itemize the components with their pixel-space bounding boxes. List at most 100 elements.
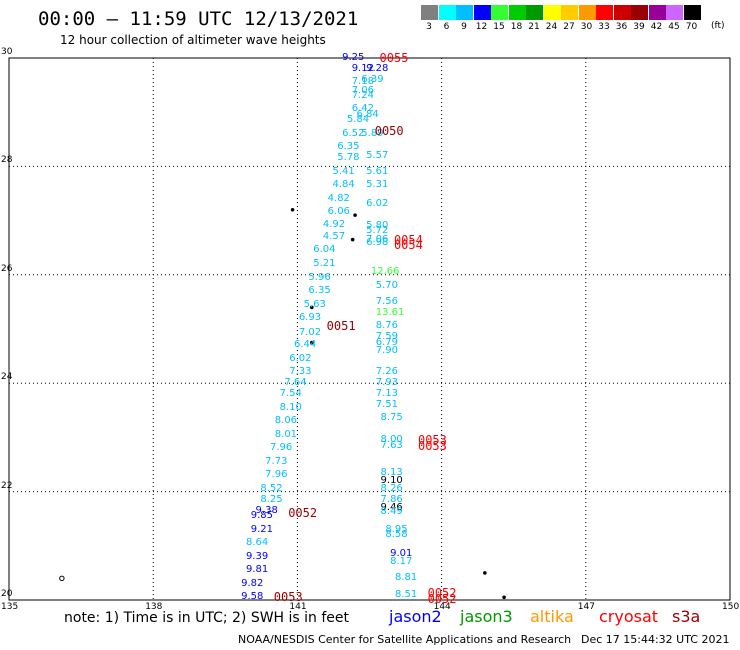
wave-height-label: 8.26	[380, 482, 403, 494]
wave-height-label: 5.80	[366, 220, 389, 232]
satellite-jason2: jason2	[389, 607, 442, 626]
island-marker	[350, 237, 355, 242]
wave-height-label: 7.24	[351, 89, 374, 101]
wave-height-label: 4.92	[322, 218, 346, 230]
wave-height-label: 6.84	[356, 108, 379, 120]
wave-height-label: 8.25	[260, 493, 283, 505]
map-frame	[8, 57, 731, 601]
wave-height-label: 6.02	[366, 198, 389, 210]
color-swatch	[508, 5, 526, 20]
island-marker	[502, 595, 506, 600]
wave-height-label: 9.46	[380, 501, 403, 513]
wave-height-label: 9.21	[250, 523, 274, 535]
island-marker	[290, 207, 295, 212]
wave-height-label: 8.01	[274, 428, 298, 440]
wave-height-label: 9.38	[255, 504, 278, 516]
wave-height-label: 9.01	[390, 547, 413, 559]
color-legend-label: 70	[685, 22, 698, 32]
wave-height-label: 5.63	[303, 298, 326, 310]
color-legend-label: 12	[475, 22, 488, 32]
wave-height-label: 5.70	[375, 279, 398, 291]
satellite-jason3: jason3	[460, 607, 513, 626]
color-legend-label: 42	[650, 22, 663, 32]
wave-height-label: 6.04	[313, 244, 336, 256]
wave-height-label: 6.44	[294, 339, 317, 351]
wave-height-label: 6.42	[351, 103, 374, 115]
wave-height-label: 6.79	[375, 336, 398, 348]
wave-height-label: 6.98	[366, 237, 389, 249]
island-marker	[353, 213, 357, 217]
wave-height-label: 7.93	[375, 377, 398, 389]
wave-height-label: 5.21	[313, 257, 336, 269]
longitude-tick-label: 135	[1, 602, 19, 612]
pass-time-label: 0054	[393, 232, 423, 247]
wave-height-label: 7.73	[265, 455, 288, 467]
wave-height-label: 8.06	[274, 415, 298, 427]
latitude-tick-label: 30	[1, 47, 13, 57]
latitude-tick-label: 22	[1, 480, 13, 491]
wave-height-label: 7.51	[375, 398, 398, 410]
wave-height-label: 8.52	[260, 482, 283, 494]
color-legend-label: 45	[668, 22, 680, 32]
footer-note: note: 1) Time is in UTC; 2) SWH is in fe…	[64, 610, 350, 626]
satellite-cryosat: cryosat	[599, 607, 659, 626]
wave-height-label: 9.39	[245, 550, 269, 562]
wave-height-label: 7.02	[298, 327, 322, 339]
color-swatch	[526, 5, 543, 20]
pass-time-label: 0053	[417, 438, 447, 453]
wave-height-label: 9.81	[245, 564, 269, 576]
color-legend-label: 30	[580, 22, 593, 32]
color-swatch	[631, 5, 648, 20]
wave-height-label: 8.13	[380, 466, 403, 478]
pass-time-label: 0055	[379, 51, 409, 65]
wave-height-label: 6.52	[342, 127, 365, 139]
color-swatch	[543, 5, 561, 20]
pass-time-label: 0051	[326, 319, 356, 334]
wave-height-label: 8.95	[385, 523, 408, 535]
wave-height-label: 8.58	[385, 528, 408, 540]
wave-height-label: 5.84	[346, 114, 370, 126]
wave-height-label: 9.25	[342, 52, 365, 63]
longitude-tick-label: 138	[145, 602, 163, 612]
wave-height-label: 6.35	[337, 141, 360, 153]
latitude-tick-label: 28	[1, 155, 13, 166]
pass-time-label: 0052	[427, 586, 457, 601]
wave-height-label: 4.82	[327, 192, 350, 204]
page-title: 00:00 – 11:59 UTC 12/13/2021	[38, 8, 359, 30]
wave-height-label: 8.10	[279, 401, 302, 413]
wave-height-label: 7.96	[265, 469, 288, 481]
wave-height-label: 6.02	[289, 352, 312, 364]
color-swatch	[456, 5, 473, 20]
wave-height-label: 6.35	[308, 285, 331, 297]
color-swatch	[578, 5, 596, 20]
color-swatch	[561, 5, 578, 20]
wave-height-label: 5.61	[366, 165, 389, 177]
page-subtitle: 12 hour collection of altimeter wave hei…	[60, 33, 326, 47]
pass-time-label: 0054	[393, 237, 423, 252]
color-swatch	[683, 5, 701, 20]
wave-height-label: 9.82	[241, 577, 264, 589]
latitude-tick-label: 24	[1, 372, 13, 383]
wave-height-label: 8.64	[245, 537, 269, 549]
wave-height-label: 5.96	[308, 271, 331, 283]
wave-height-label: 8.51	[394, 588, 418, 600]
wave-height-label: 8.81	[394, 572, 418, 584]
longitude-tick-label: 147	[577, 602, 595, 612]
wave-height-label: 8.76	[375, 320, 398, 332]
wave-height-label: 5.57	[366, 149, 389, 161]
color-legend-label: 27	[563, 22, 575, 32]
wave-height-label: 5.41	[332, 165, 355, 177]
wave-height-label: 4.84	[332, 179, 355, 191]
longitude-tick-label: 141	[289, 602, 307, 612]
pass-time-label: 0050	[374, 124, 404, 139]
wave-height-label: 7.90	[375, 344, 398, 356]
island-marker	[310, 340, 314, 345]
color-legend-unit: (ft)	[711, 21, 725, 31]
pass-time-label: 0052	[288, 506, 318, 521]
wave-height-label: 8.17	[390, 556, 413, 568]
wave-height-label: 13.61	[375, 306, 405, 318]
wave-height-label: 8.75	[380, 412, 403, 424]
wave-height-label: 7.86	[380, 493, 403, 505]
longitude-tick-label: 144	[433, 602, 451, 612]
